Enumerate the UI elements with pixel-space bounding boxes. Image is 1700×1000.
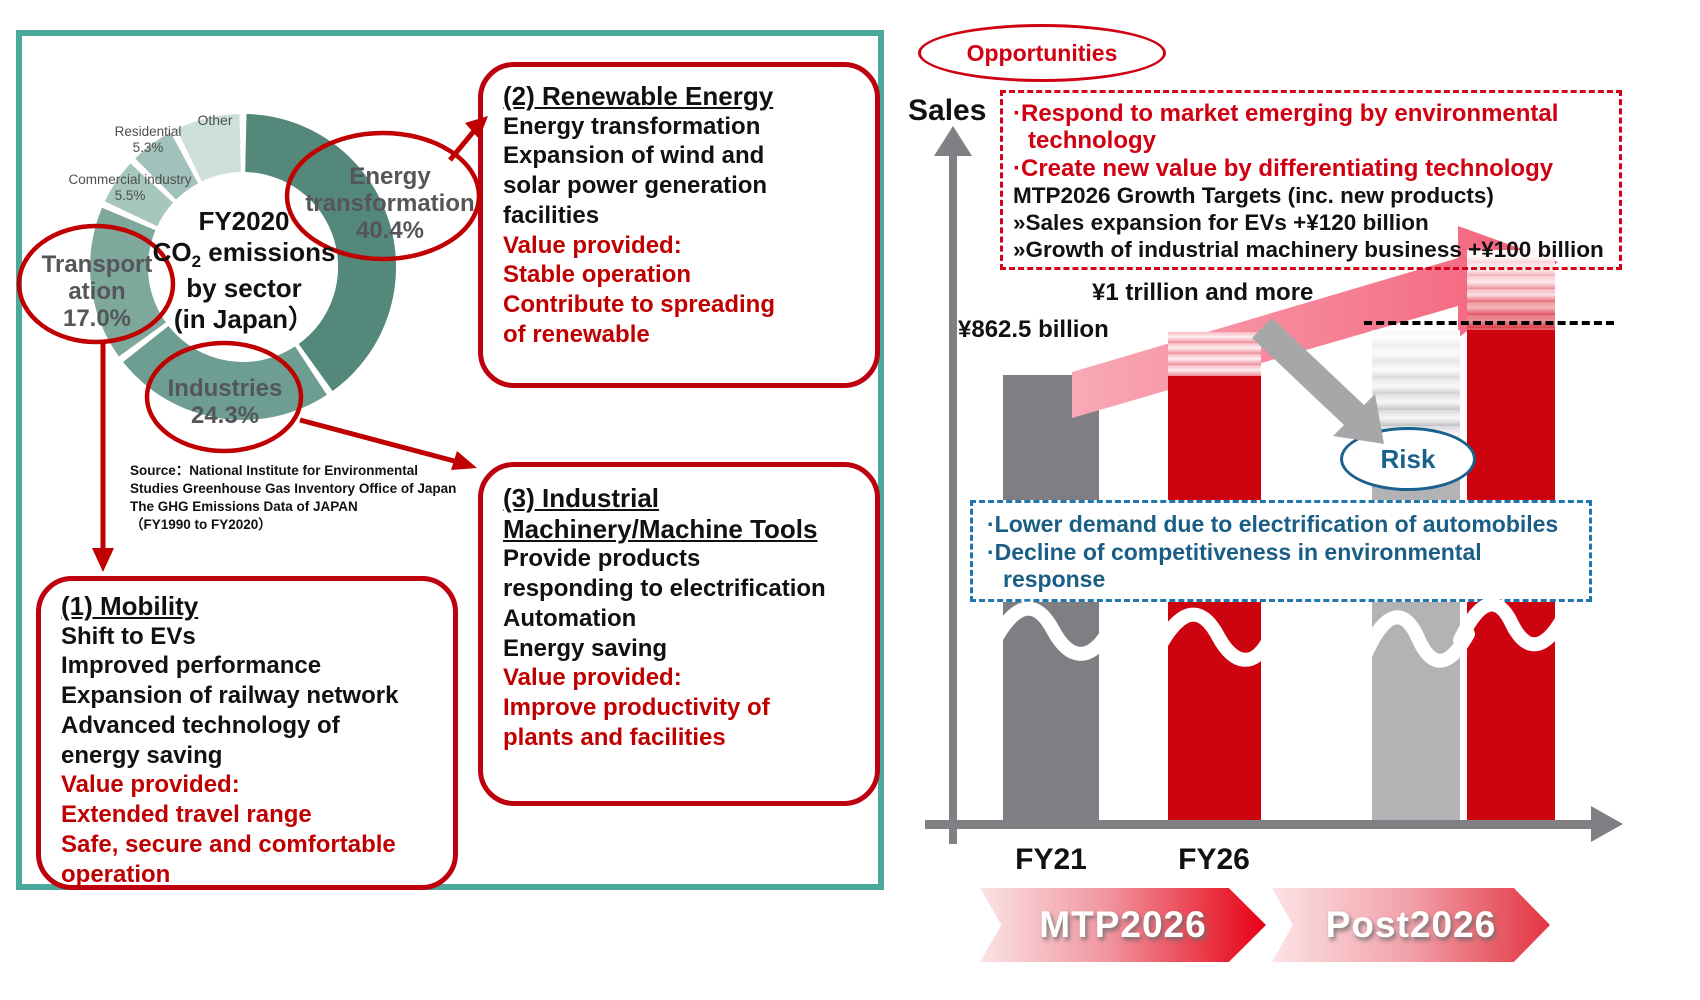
risk-label: Risk (1380, 443, 1436, 474)
renewable-value-line-0: Value provided: (503, 231, 682, 259)
mobility-title: (1) Mobility (61, 591, 199, 621)
mobility-value-line-1: Extended travel range (61, 801, 312, 829)
industries-label-line-0: Industries (167, 375, 283, 402)
renewable-energy-callout-box: (2) Renewable Energy Energy transformati… (478, 62, 880, 388)
target-level-dashed-line (1364, 321, 1614, 325)
timeline-x-axis (925, 820, 1593, 829)
fy21-value-label: ¥862.5 billion (958, 316, 1109, 343)
industrial-line-1: responding to electrification (503, 575, 826, 603)
renewable-line-0: Energy transformation (503, 112, 761, 140)
renewable-value-line-2: Contribute to spreading (503, 291, 775, 319)
mtp2026-banner: MTP2026 (980, 888, 1266, 962)
mobility-line-3: Advanced technology of (61, 711, 340, 739)
risk-line-1: ·Decline of competitiveness in environme… (987, 538, 1482, 593)
renewable-line-2: solar power generation (503, 172, 768, 200)
opportunities-red-lines: ·Respond to market emerging by environme… (1013, 100, 1609, 182)
growth-target-line-0: MTP2026 Growth Targets (inc. new product… (1013, 183, 1494, 209)
renewable-line-3: facilities (503, 201, 600, 229)
mobility-line-4: energy saving (61, 741, 223, 769)
renewable-title: (2) Renewable Energy (503, 81, 774, 111)
co2-subscript: 2 (191, 252, 202, 272)
sales-axis-label: Sales (908, 94, 987, 127)
x-label-fy21: FY21 (1015, 843, 1087, 876)
industries-label-line-1: 24.3% (190, 401, 260, 429)
industrial-line-2: Automation (503, 604, 637, 632)
risk-detail-box: ·Lower demand due to electrification of … (970, 500, 1592, 602)
risk-line-0: ·Lower demand due to electrification of … (987, 511, 1559, 537)
mobility-value-line-2: Safe, secure and comfortable (61, 830, 396, 858)
sales-y-axis (949, 152, 957, 844)
mtp2026-banner-label: MTP2026 (1039, 904, 1207, 945)
opportunity-line-1: ·Create new value by differentiating tec… (1013, 154, 1554, 182)
transportation-label-line-1: ation (68, 277, 126, 305)
donut-label-commercial: Commercial industry 5.5% (30, 172, 230, 204)
industrial-title-line-0: (3) Industrial (503, 483, 660, 513)
mobility-red-lines: Value provided: Extended travel range Safe… (61, 770, 433, 889)
x-label-fy26: FY26 (1178, 843, 1250, 876)
mobility-value-line-3: operation (61, 860, 171, 888)
y-axis-arrowhead-icon (934, 126, 972, 156)
risk-badge: Risk (1340, 427, 1476, 491)
industrial-red-lines: Value provided: Improve productivity of pl… (503, 663, 855, 752)
mobility-line-2: Expansion of railway network (61, 682, 399, 710)
transportation-label-line-0: Transport (41, 251, 153, 278)
industrial-value-line-2: plants and facilities (503, 723, 726, 751)
source-line-0: Source：National Institute for Environmen… (130, 463, 419, 478)
commercial-pct: 5.5% (114, 188, 146, 204)
industrial-black-lines: Provide products responding to electrific… (503, 544, 855, 663)
mobility-black-lines: Shift to EVs Improved performance Expansio… (61, 622, 433, 771)
growth-target-line-2: »Growth of industrial machinery business… (1013, 237, 1604, 263)
post2026-banner-label: Post2026 (1325, 904, 1497, 945)
renewable-red-lines: Value provided: Stable operation Contribut… (503, 231, 855, 350)
renewable-line-1: Expansion of wind and (503, 142, 765, 170)
mobility-line-0: Shift to EVs (61, 622, 196, 650)
industrial-title: (3) Industrial Machinery/Machine Tools (503, 483, 855, 544)
industrial-value-line-1: Improve productivity of (503, 694, 770, 722)
source-line-3: （FY1990 to FY2020） (130, 517, 272, 533)
opportunities-badge: Opportunities (918, 24, 1166, 82)
donut-label-transportation: Transport ation 17.0% (36, 251, 158, 333)
industrial-machinery-callout-box: (3) Industrial Machinery/Machine Tools Pr… (478, 462, 880, 806)
source-line-2: The GHG Emissions Data of JAPAN (130, 499, 358, 515)
opportunities-black-lines: MTP2026 Growth Targets (inc. new product… (1013, 182, 1609, 263)
mobility-value-line-0: Value provided: (61, 771, 240, 799)
opportunity-line-0: ·Respond to market emerging by environme… (1013, 100, 1559, 155)
commercial-name: Commercial industry (68, 172, 192, 187)
industrial-line-3: Energy saving (503, 634, 668, 662)
source-line-1: Studies Greenhouse Gas Inventory Office … (130, 481, 457, 497)
x-axis-arrowhead-icon (1591, 806, 1623, 842)
renewable-value-line-1: Stable operation (503, 261, 692, 289)
opportunities-label: Opportunities (966, 39, 1118, 66)
gray-decline-arrow (1252, 318, 1384, 444)
post2026-banner: Post2026 (1272, 888, 1550, 962)
transportation-label-line-2: 17.0% (62, 304, 132, 332)
source-citation: Source：National Institute for Environmen… (130, 462, 490, 534)
industrial-value-line-0: Value provided: (503, 664, 682, 692)
mobility-line-1: Improved performance (61, 652, 322, 680)
renewable-value-line-3: of renewable (503, 320, 650, 348)
growth-target-line-1: »Sales expansion for EVs +¥120 billion (1013, 210, 1429, 236)
industrial-title-line-1: Machinery/Machine Tools (503, 513, 818, 544)
donut-label-energy-transformation: Energy transformation 40.4% (292, 163, 488, 245)
industrial-line-0: Provide products (503, 545, 701, 573)
donut-label-residential: Residential 5.3% (92, 124, 204, 156)
energy-label-line-0: Energy (349, 163, 431, 190)
residential-name: Residential (114, 124, 182, 139)
mobility-callout-box: (1) Mobility Shift to EVs Improved perfor… (36, 576, 458, 890)
residential-pct: 5.3% (132, 140, 164, 156)
renewable-black-lines: Energy transformation Expansion of wind a… (503, 112, 855, 231)
energy-label-line-2: 40.4% (355, 216, 425, 244)
donut-center-line4: (in Japan） (173, 303, 315, 334)
fy26-value-label: ¥1 trillion and more (1092, 279, 1314, 306)
co2-text: CO (152, 237, 192, 268)
energy-label-line-1: transformation (305, 189, 475, 217)
donut-label-industries: Industries 24.3% (150, 375, 300, 430)
donut-center-line3: by sector (186, 272, 302, 303)
bar-fy26-growth-cap (1168, 332, 1261, 376)
opportunities-detail-box: ·Respond to market emerging by environme… (1000, 90, 1622, 270)
